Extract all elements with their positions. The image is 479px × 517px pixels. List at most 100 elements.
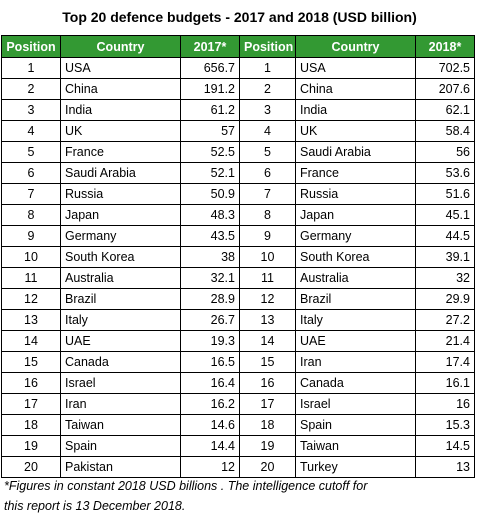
- table-row: 2 China 191.2 2 China 207.6: [1, 78, 475, 100]
- country-2018-cell: Russia: [295, 183, 416, 205]
- country-2018-cell: China: [295, 78, 416, 100]
- table-row: 8 Japan 48.3 8 Japan 45.1: [1, 204, 475, 226]
- position-2017-cell: 2: [1, 78, 61, 100]
- position-2018-cell: 20: [239, 456, 296, 478]
- country-2017-cell: Brazil: [60, 288, 181, 310]
- budget-2018-cell: 39.1: [415, 246, 475, 268]
- budget-2017-cell: 656.7: [180, 57, 240, 79]
- country-2018-cell: South Korea: [295, 246, 416, 268]
- position-2018-cell: 4: [239, 120, 296, 142]
- country-2018-cell: Israel: [295, 393, 416, 415]
- position-2017-cell: 5: [1, 141, 61, 163]
- position-2017-cell: 17: [1, 393, 61, 415]
- country-2017-cell: Canada: [60, 351, 181, 373]
- table-row: 20 Pakistan 12 20 Turkey 13: [1, 456, 475, 478]
- budget-2018-cell: 45.1: [415, 204, 475, 226]
- position-2018-cell: 19: [239, 435, 296, 457]
- table-row: 11 Australia 32.1 11 Australia 32: [1, 267, 475, 289]
- budget-2017-cell: 14.6: [180, 414, 240, 436]
- table-row: 19 Spain 14.4 19 Taiwan 14.5: [1, 435, 475, 457]
- position-2018-cell: 14: [239, 330, 296, 352]
- budget-2018-cell: 27.2: [415, 309, 475, 331]
- table-row: 18 Taiwan 14.6 18 Spain 15.3: [1, 414, 475, 436]
- country-2017-cell: Israel: [60, 372, 181, 394]
- table-row: 14 UAE 19.3 14 UAE 21.4: [1, 330, 475, 352]
- budget-2018-cell: 53.6: [415, 162, 475, 184]
- position-2017-cell: 14: [1, 330, 61, 352]
- table-header: Position Country 2017* Position Country …: [1, 35, 475, 58]
- position-2017-cell: 10: [1, 246, 61, 268]
- position-2018-cell: 16: [239, 372, 296, 394]
- budget-2018-cell: 29.9: [415, 288, 475, 310]
- country-2018-cell: Japan: [295, 204, 416, 226]
- position-2018-cell: 2: [239, 78, 296, 100]
- position-2018-cell: 7: [239, 183, 296, 205]
- position-2017-cell: 7: [1, 183, 61, 205]
- country-2017-cell: Italy: [60, 309, 181, 331]
- country-2018-cell: Spain: [295, 414, 416, 436]
- table-row: 6 Saudi Arabia 52.1 6 France 53.6: [1, 162, 475, 184]
- country-2018-cell: Italy: [295, 309, 416, 331]
- country-2018-cell: Brazil: [295, 288, 416, 310]
- country-2018-cell: India: [295, 99, 416, 121]
- budget-2018-cell: 207.6: [415, 78, 475, 100]
- budget-2017-cell: 38: [180, 246, 240, 268]
- budget-2017-cell: 16.5: [180, 351, 240, 373]
- table-row: 17 Iran 16.2 17 Israel 16: [1, 393, 475, 415]
- budget-2017-cell: 191.2: [180, 78, 240, 100]
- table-row: 10 South Korea 38 10 South Korea 39.1: [1, 246, 475, 268]
- country-2018-cell: Iran: [295, 351, 416, 373]
- budget-2017-cell: 14.4: [180, 435, 240, 457]
- country-2017-cell: UK: [60, 120, 181, 142]
- country-2017-cell: UAE: [60, 330, 181, 352]
- position-2018-cell: 15: [239, 351, 296, 373]
- budget-2017-cell: 52.1: [180, 162, 240, 184]
- country-2017-cell: France: [60, 141, 181, 163]
- page-title: Top 20 defence budgets - 2017 and 2018 (…: [62, 9, 417, 25]
- position-2017-cell: 20: [1, 456, 61, 478]
- country-2017-cell: China: [60, 78, 181, 100]
- budget-2017-cell: 52.5: [180, 141, 240, 163]
- country-2017-cell: Russia: [60, 183, 181, 205]
- country-2018-cell: Canada: [295, 372, 416, 394]
- budget-2017-cell: 32.1: [180, 267, 240, 289]
- budget-2017-cell: 12: [180, 456, 240, 478]
- position-2018-cell: 3: [239, 99, 296, 121]
- position-2018-cell: 5: [239, 141, 296, 163]
- budget-2018-cell: 14.5: [415, 435, 475, 457]
- budget-2017-cell: 16.4: [180, 372, 240, 394]
- budget-2018-cell: 56: [415, 141, 475, 163]
- country-2018-cell: UAE: [295, 330, 416, 352]
- header-country-2017: Country: [60, 35, 181, 58]
- position-2017-cell: 9: [1, 225, 61, 247]
- budget-2017-cell: 43.5: [180, 225, 240, 247]
- country-2017-cell: Spain: [60, 435, 181, 457]
- budget-2017-cell: 57: [180, 120, 240, 142]
- budget-2018-cell: 58.4: [415, 120, 475, 142]
- budget-2018-cell: 16.1: [415, 372, 475, 394]
- header-row: Position Country 2017* Position Country …: [1, 35, 475, 58]
- position-2018-cell: 8: [239, 204, 296, 226]
- position-2018-cell: 9: [239, 225, 296, 247]
- position-2018-cell: 10: [239, 246, 296, 268]
- footnote-line-2: this report is 13 December 2018.: [4, 499, 186, 513]
- budget-2018-cell: 51.6: [415, 183, 475, 205]
- position-2017-cell: 12: [1, 288, 61, 310]
- budget-2018-cell: 702.5: [415, 57, 475, 79]
- table-body: 1 USA 656.7 1 USA 702.5 2 China 191.2 2 China 207.6…: [1, 57, 475, 478]
- country-2017-cell: USA: [60, 57, 181, 79]
- budget-2017-cell: 50.9: [180, 183, 240, 205]
- table-row: 12 Brazil 28.9 12 Brazil 29.9: [1, 288, 475, 310]
- position-2017-cell: 8: [1, 204, 61, 226]
- table-row: 15 Canada 16.5 15 Iran 17.4: [1, 351, 475, 373]
- country-2018-cell: Australia: [295, 267, 416, 289]
- position-2017-cell: 18: [1, 414, 61, 436]
- country-2017-cell: Japan: [60, 204, 181, 226]
- country-2018-cell: Turkey: [295, 456, 416, 478]
- position-2017-cell: 3: [1, 99, 61, 121]
- position-2017-cell: 13: [1, 309, 61, 331]
- table-row: 3 India 61.2 3 India 62.1: [1, 99, 475, 121]
- header-position-2018: Position: [239, 35, 296, 58]
- position-2017-cell: 11: [1, 267, 61, 289]
- country-2018-cell: Saudi Arabia: [295, 141, 416, 163]
